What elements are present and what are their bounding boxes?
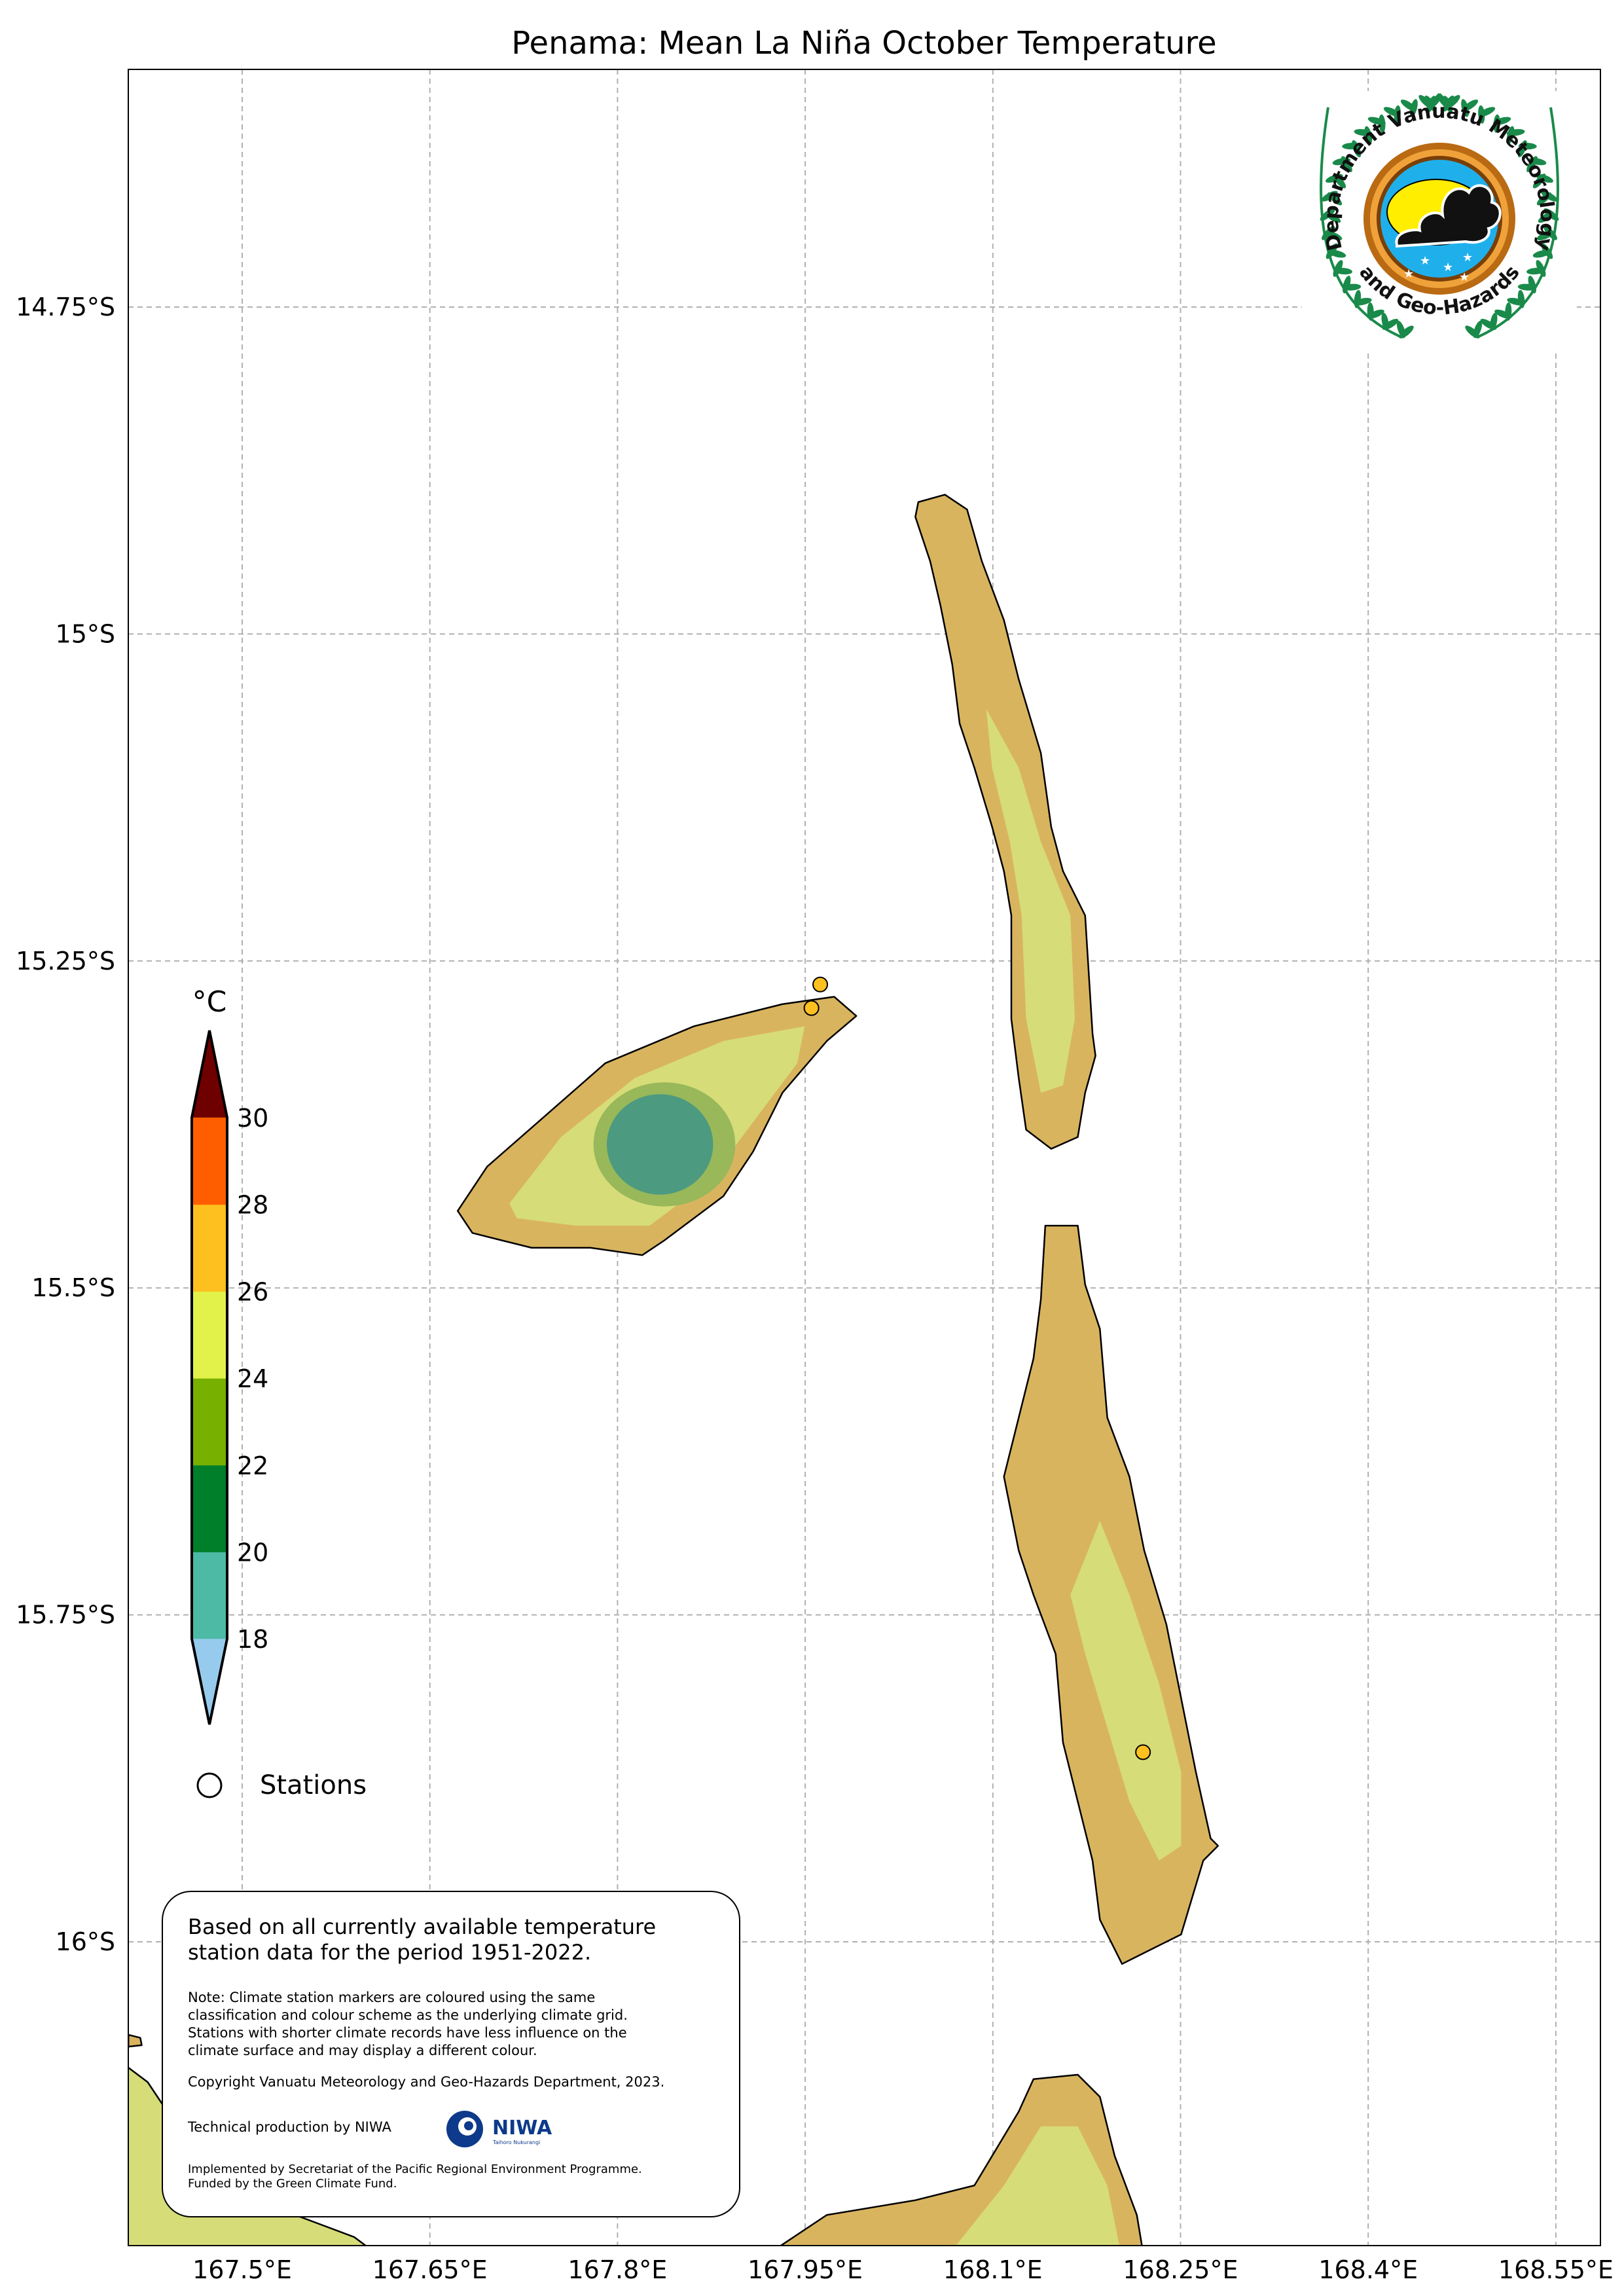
- svg-text:★: ★: [1462, 251, 1473, 264]
- ambrym-zone-24-26: [956, 2126, 1119, 2246]
- station-legend-marker: [196, 1772, 223, 1798]
- colorbar-tick-label: 24: [237, 1364, 268, 1393]
- y-tick-labels: 14.75°S 15°S 15.25°S 15.5°S 15.75°S 16°S: [16, 293, 115, 1956]
- svg-text:★: ★: [1459, 270, 1470, 284]
- colorbar-bin: [192, 1291, 227, 1379]
- y-tick-label: 16°S: [56, 1927, 115, 1956]
- info-box: Based on all currently available tempera…: [162, 1891, 740, 2217]
- colorbar-under-extend: [192, 1639, 227, 1724]
- info-funded: Funded by the Green Climate Fund.: [188, 2177, 397, 2191]
- colorbar: °C 18 20 22 24 26 28 30: [190, 985, 268, 1725]
- stations-legend: Stations: [196, 1770, 367, 1800]
- wreath-icon: [1320, 93, 1559, 338]
- info-line-2: station data for the period 1951-2022.: [188, 1940, 591, 1965]
- x-tick-label: 167.8°E: [568, 2255, 668, 2284]
- x-tick-label: 168.4°E: [1318, 2255, 1418, 2284]
- colorbar-unit: °C: [192, 985, 227, 1019]
- colorbar-tick-label: 18: [237, 1625, 268, 1654]
- info-note-3: Stations with shorter climate records ha…: [188, 2025, 627, 2041]
- colorbar-tick-label: 30: [237, 1104, 268, 1133]
- niwa-logo-text: NIWA: [492, 2117, 552, 2140]
- svg-text:★: ★: [1403, 267, 1414, 281]
- colorbar-bin: [192, 1465, 227, 1552]
- colorbar-tick-label: 22: [237, 1451, 268, 1480]
- colorbar-tick-label: 26: [237, 1277, 268, 1306]
- vmgd-logo: ★ ★★★ ★ Department Vanuatu Meteorology and…: [1302, 91, 1577, 353]
- colorbar-tick-label: 28: [237, 1191, 268, 1220]
- y-tick-label: 15.75°S: [16, 1601, 115, 1630]
- info-note-4: climate surface and may display a differ…: [188, 2043, 537, 2058]
- x-tick-labels: 167.5°E 167.65°E 167.8°E 167.95°E 168.1°E 168…: [192, 2255, 1614, 2284]
- info-implemented: Implemented by Secretariat of the Pacifi…: [188, 2162, 642, 2176]
- colorbar-tick-label: 20: [237, 1539, 268, 1567]
- pentecost-zone-24-26: [1070, 1521, 1182, 1861]
- info-note-2: classification and colour scheme as the …: [188, 2007, 628, 2023]
- stations-legend-label: Stations: [260, 1770, 367, 1800]
- station-markers: [803, 976, 1151, 1760]
- niwa-logo: NIWA Taihoro Nukurangi: [446, 2111, 552, 2147]
- colorbar-bin: [192, 1378, 227, 1466]
- y-tick-label: 14.75°S: [16, 293, 115, 321]
- niwa-logo-subtext: Taihoro Nukurangi: [492, 2140, 540, 2145]
- ambae-zone-18-20: [607, 1094, 713, 1195]
- station-marker: [812, 976, 829, 993]
- colorbar-bin: [192, 1204, 227, 1292]
- info-technical: Technical production by NIWA: [187, 2119, 391, 2135]
- colorbar-outline: [190, 1030, 228, 1725]
- info-line-1: Based on all currently available tempera…: [188, 1914, 656, 1939]
- x-tick-label: 167.5°E: [192, 2255, 292, 2284]
- y-tick-label: 15°S: [56, 619, 115, 648]
- y-tick-label: 15.5°S: [31, 1273, 115, 1302]
- svg-text:★: ★: [1420, 254, 1430, 268]
- map-frame: [128, 69, 1600, 2246]
- maewo-zone-24-26: [986, 708, 1075, 1093]
- x-tick-label: 168.1°E: [943, 2255, 1043, 2284]
- x-tick-label: 167.65°E: [372, 2255, 488, 2284]
- map-title: Penama: Mean La Niña October Temperature: [511, 25, 1216, 62]
- info-note-1: Note: Climate station markers are colour…: [188, 1990, 595, 2005]
- x-tick-label: 167.95°E: [748, 2255, 863, 2284]
- info-copyright: Copyright Vanuatu Meteorology and Geo-Ha…: [188, 2074, 664, 2090]
- station-marker: [1135, 1744, 1151, 1760]
- station-marker: [803, 1000, 820, 1016]
- x-tick-label: 168.55°E: [1498, 2255, 1614, 2284]
- colorbar-bin: [192, 1118, 227, 1205]
- colorbar-over-extend: [192, 1030, 227, 1118]
- y-tick-label: 15.25°S: [16, 947, 115, 975]
- x-tick-label: 168.25°E: [1123, 2255, 1238, 2284]
- svg-text:★: ★: [1443, 261, 1453, 274]
- cloud-icon: [1395, 184, 1502, 248]
- map-border: [128, 69, 1601, 2246]
- stars-icon: ★ ★ ★ ★ ★: [1403, 251, 1473, 284]
- graticule: [128, 69, 1600, 2246]
- colorbar-bin: [192, 1552, 227, 1639]
- land-layer: [128, 494, 1219, 2246]
